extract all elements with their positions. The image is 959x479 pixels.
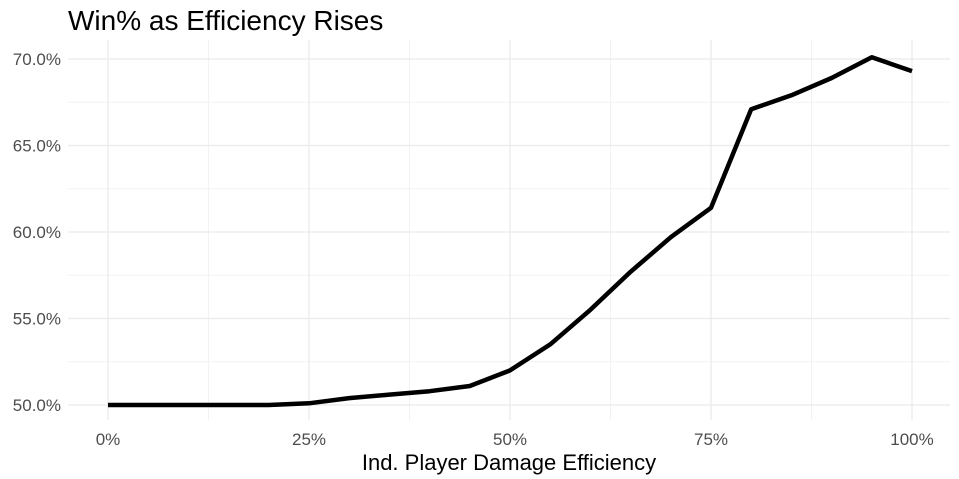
x-axis-label: Ind. Player Damage Efficiency [362, 450, 656, 475]
chart-title: Win% as Efficiency Rises [68, 5, 383, 36]
x-tick-label: 50% [493, 430, 527, 449]
y-tick-label: 50.0% [13, 396, 61, 415]
y-tick-label: 55.0% [13, 310, 61, 329]
x-tick-label: 0% [96, 430, 121, 449]
y-axis-ticks: 50.0% 55.0% 60.0% 65.0% 70.0% [13, 50, 61, 415]
x-tick-label: 75% [694, 430, 728, 449]
x-tick-label: 25% [292, 430, 326, 449]
y-tick-label: 70.0% [13, 50, 61, 69]
x-axis-ticks: 0% 25% 50% 75% 100% [96, 430, 934, 449]
x-tick-label: 100% [890, 430, 933, 449]
y-tick-label: 65.0% [13, 137, 61, 156]
series-line [108, 55, 913, 408]
y-tick-label: 60.0% [13, 223, 61, 242]
series-layer [108, 55, 913, 408]
grid [68, 40, 950, 420]
